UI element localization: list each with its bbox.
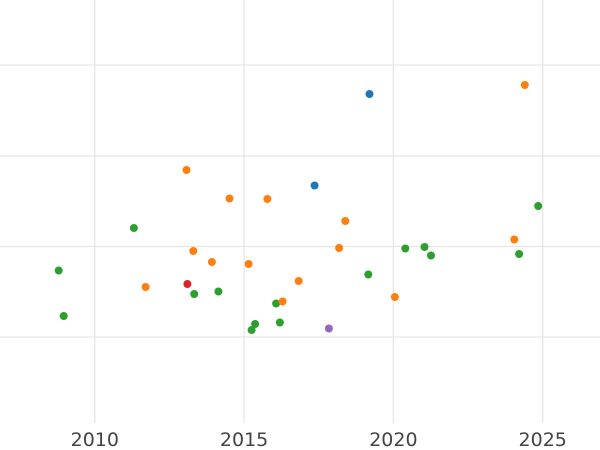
data-point-orange — [390, 293, 399, 301]
data-point-orange — [225, 194, 234, 203]
x-tick-label: 2020 — [369, 429, 417, 450]
data-point-green — [420, 243, 429, 251]
x-tick-label: 2015 — [220, 429, 268, 450]
data-point-green — [54, 266, 63, 275]
data-point-orange — [341, 217, 350, 225]
data-point-green — [129, 224, 138, 232]
data-point-orange — [510, 235, 519, 244]
data-point-green — [251, 320, 260, 328]
data-point-green — [247, 326, 256, 334]
data-point-orange — [244, 260, 253, 268]
data-point-green — [214, 287, 223, 296]
data-point-green — [275, 318, 284, 327]
data-point-orange — [141, 283, 150, 291]
data-point-green — [59, 312, 68, 320]
data-point-green — [364, 270, 373, 279]
data-point-green — [427, 251, 435, 260]
data-point-orange — [263, 195, 272, 203]
data-point-blue — [310, 181, 319, 190]
data-point-purple — [324, 324, 333, 333]
x-tick-label: 2010 — [71, 429, 119, 450]
data-point-orange — [278, 297, 287, 306]
data-point-orange — [207, 258, 216, 266]
data-point-orange — [520, 81, 529, 89]
data-point-green — [190, 290, 199, 298]
data-point-green — [272, 299, 281, 308]
data-point-red — [183, 280, 192, 288]
data-point-orange — [189, 247, 198, 255]
data-point-orange — [294, 277, 303, 285]
data-point-green — [515, 250, 524, 258]
data-point-blue — [365, 90, 374, 98]
data-point-orange — [182, 166, 191, 174]
data-point-green — [534, 202, 543, 210]
data-point-green — [401, 244, 410, 253]
data-point-orange — [335, 244, 344, 252]
x-tick-label: 2025 — [519, 429, 567, 450]
